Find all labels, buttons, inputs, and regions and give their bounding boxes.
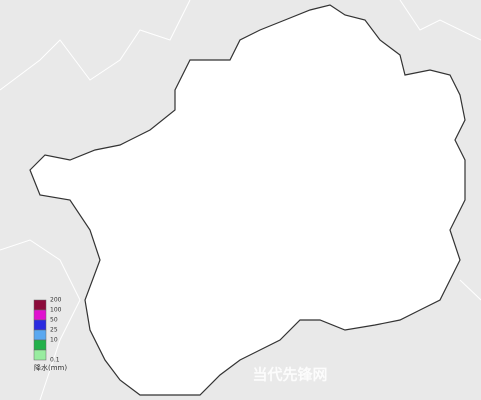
legend-swatch — [33, 299, 47, 311]
legend-swatch — [33, 319, 47, 331]
legend-label: 0.1 — [50, 357, 60, 364]
watermark: 当代先锋网 — [252, 366, 327, 384]
legend-swatch — [33, 309, 47, 321]
legend-label: 50 — [50, 317, 58, 324]
legend-swatch — [33, 349, 47, 361]
legend-swatch — [33, 329, 47, 341]
legend: 200 100 50 25 10 0.1降水(mm) — [33, 297, 67, 372]
legend-title: 降水(mm) — [34, 363, 67, 372]
legend-label: 10 — [50, 337, 58, 344]
legend-label: 200 — [50, 297, 62, 304]
legend-label: 25 — [50, 327, 58, 334]
legend-swatch — [33, 339, 47, 351]
legend-label: 100 — [50, 307, 62, 314]
